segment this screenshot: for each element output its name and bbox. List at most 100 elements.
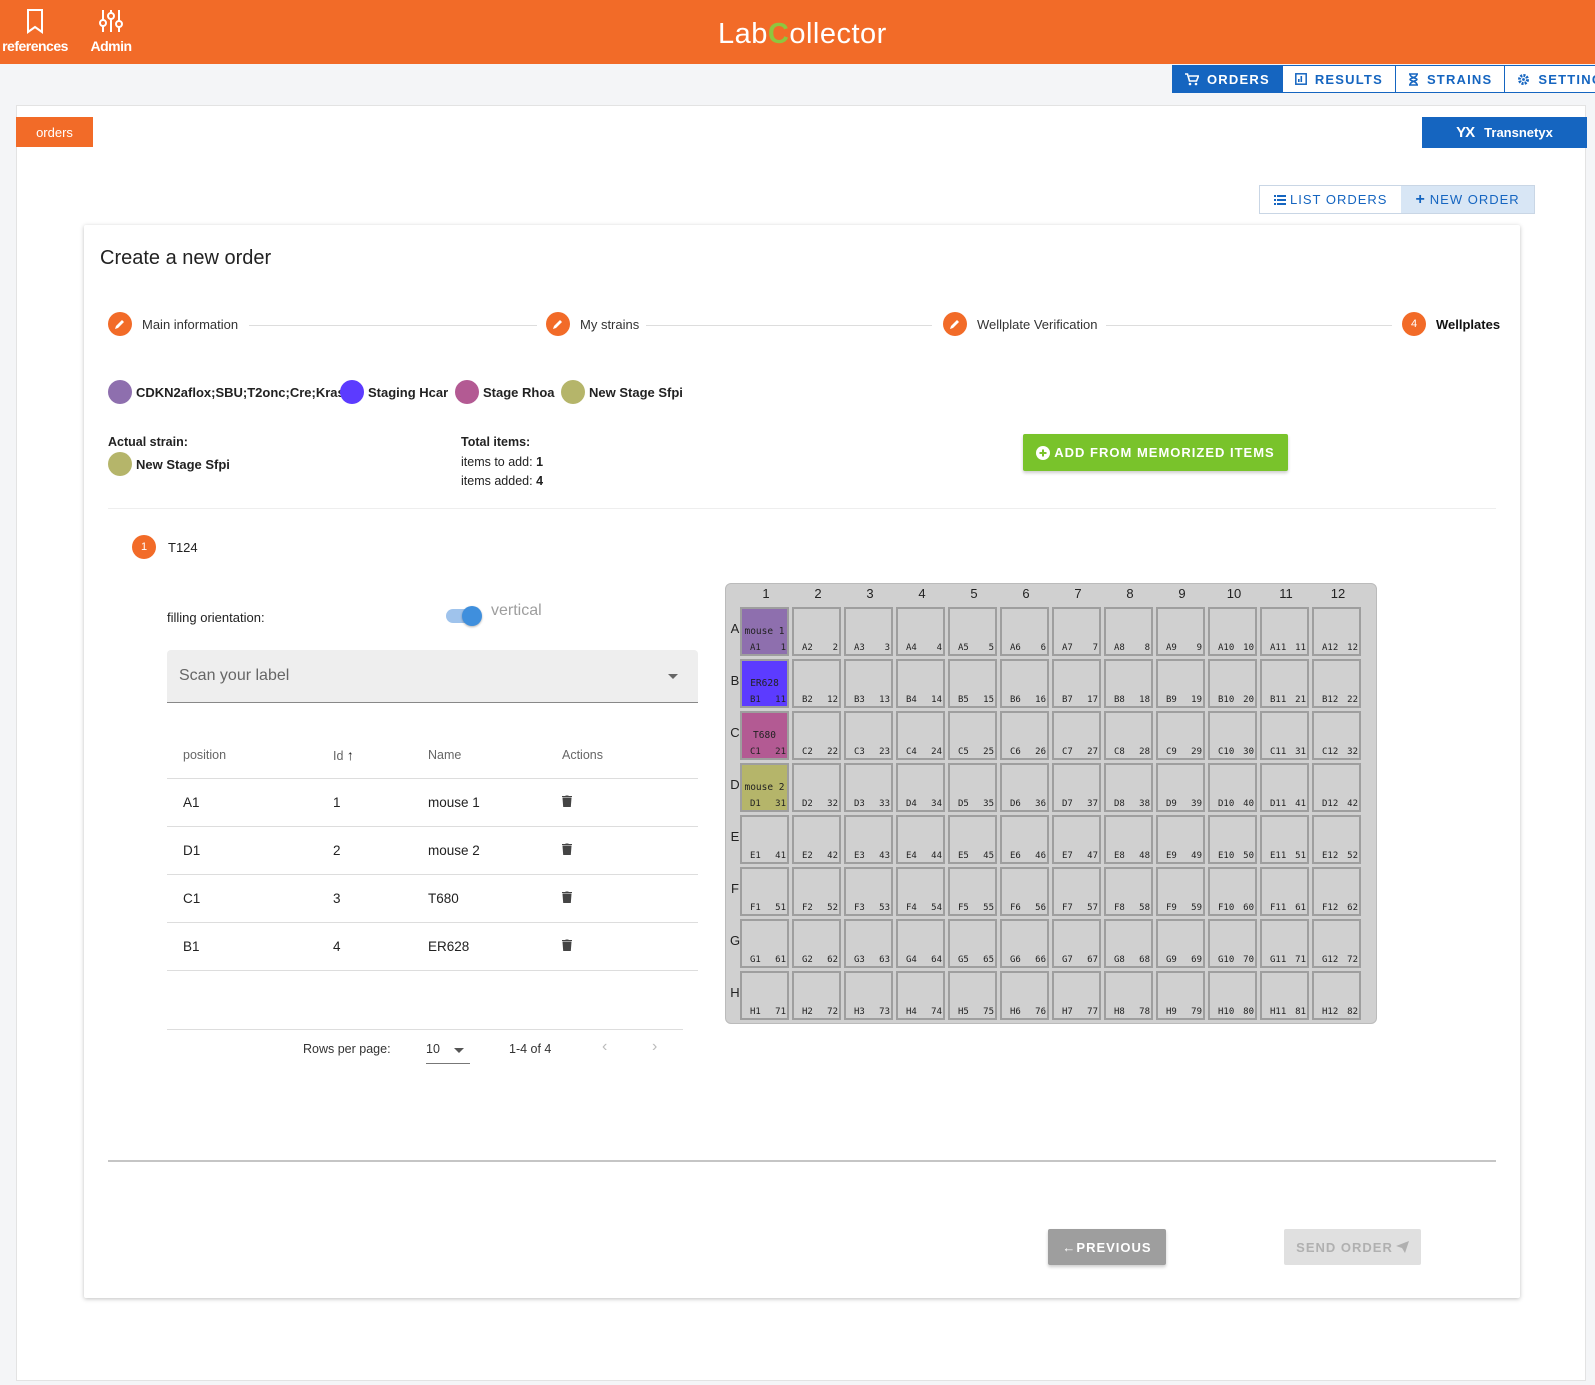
- well-E10[interactable]: E10 50: [1208, 815, 1257, 864]
- rows-per-page-select[interactable]: 10: [426, 1042, 470, 1064]
- trash-icon[interactable]: [562, 890, 572, 904]
- send-order-button[interactable]: SEND ORDER: [1284, 1229, 1421, 1265]
- well-H11[interactable]: H11 81: [1260, 971, 1309, 1020]
- well-G12[interactable]: G12 72: [1312, 919, 1361, 968]
- well-D7[interactable]: D7 37: [1052, 763, 1101, 812]
- well-H3[interactable]: H3 73: [844, 971, 893, 1020]
- well-A8[interactable]: A8 8: [1104, 607, 1153, 656]
- well-B9[interactable]: B9 19: [1156, 659, 1205, 708]
- well-H2[interactable]: H2 72: [792, 971, 841, 1020]
- well-H10[interactable]: H10 80: [1208, 971, 1257, 1020]
- nav-references[interactable]: references: [0, 8, 74, 60]
- orientation-toggle[interactable]: [446, 606, 482, 626]
- well-A4[interactable]: A4 4: [896, 607, 945, 656]
- well-C9[interactable]: C9 29: [1156, 711, 1205, 760]
- trash-icon[interactable]: [562, 842, 572, 856]
- well-A5[interactable]: A5 5: [948, 607, 997, 656]
- well-F6[interactable]: F6 56: [1000, 867, 1049, 916]
- well-G4[interactable]: G4 64: [896, 919, 945, 968]
- well-G9[interactable]: G9 69: [1156, 919, 1205, 968]
- add-from-memorized-button[interactable]: ADD FROM MEMORIZED ITEMS: [1023, 434, 1288, 471]
- well-F3[interactable]: F3 53: [844, 867, 893, 916]
- well-E11[interactable]: E11 51: [1260, 815, 1309, 864]
- trash-icon[interactable]: [562, 938, 572, 952]
- well-E1[interactable]: E1 41: [740, 815, 789, 864]
- well-A3[interactable]: A3 3: [844, 607, 893, 656]
- well-D1[interactable]: mouse 2 D1 31: [740, 763, 789, 812]
- well-C5[interactable]: C5 25: [948, 711, 997, 760]
- well-B2[interactable]: B2 12: [792, 659, 841, 708]
- step-wellplate-verification[interactable]: Wellplate Verification: [943, 312, 1097, 336]
- step-my-strains[interactable]: My strains: [546, 312, 639, 336]
- well-G8[interactable]: G8 68: [1104, 919, 1153, 968]
- well-D12[interactable]: D12 42: [1312, 763, 1361, 812]
- well-C8[interactable]: C8 28: [1104, 711, 1153, 760]
- previous-button[interactable]: ← PREVIOUS: [1048, 1229, 1166, 1265]
- well-D10[interactable]: D10 40: [1208, 763, 1257, 812]
- header-id[interactable]: Id ↑: [333, 746, 354, 763]
- well-G1[interactable]: G1 61: [740, 919, 789, 968]
- well-D6[interactable]: D6 36: [1000, 763, 1049, 812]
- trash-icon[interactable]: [562, 794, 572, 808]
- well-B3[interactable]: B3 13: [844, 659, 893, 708]
- well-C10[interactable]: C10 30: [1208, 711, 1257, 760]
- well-E6[interactable]: E6 46: [1000, 815, 1049, 864]
- well-F11[interactable]: F11 61: [1260, 867, 1309, 916]
- scan-label-select[interactable]: Scan your label: [167, 650, 698, 703]
- well-F5[interactable]: F5 55: [948, 867, 997, 916]
- well-H8[interactable]: H8 78: [1104, 971, 1153, 1020]
- well-G5[interactable]: G5 65: [948, 919, 997, 968]
- well-F7[interactable]: F7 57: [1052, 867, 1101, 916]
- well-D9[interactable]: D9 39: [1156, 763, 1205, 812]
- well-A12[interactable]: A12 12: [1312, 607, 1361, 656]
- well-F9[interactable]: F9 59: [1156, 867, 1205, 916]
- well-C6[interactable]: C6 26: [1000, 711, 1049, 760]
- well-D5[interactable]: D5 35: [948, 763, 997, 812]
- well-A1[interactable]: mouse 1 A1 1: [740, 607, 789, 656]
- well-E7[interactable]: E7 47: [1052, 815, 1101, 864]
- chevron-right-icon[interactable]: ›: [652, 1038, 658, 1055]
- well-F12[interactable]: F12 62: [1312, 867, 1361, 916]
- well-B7[interactable]: B7 17: [1052, 659, 1101, 708]
- step-wellplates[interactable]: 4 Wellplates: [1402, 312, 1500, 336]
- step-main-information[interactable]: Main information: [108, 312, 238, 336]
- well-H6[interactable]: H6 76: [1000, 971, 1049, 1020]
- well-E3[interactable]: E3 43: [844, 815, 893, 864]
- well-C1[interactable]: T680 C1 21: [740, 711, 789, 760]
- well-B8[interactable]: B8 18: [1104, 659, 1153, 708]
- well-D3[interactable]: D3 33: [844, 763, 893, 812]
- well-A2[interactable]: A2 2: [792, 607, 841, 656]
- well-E2[interactable]: E2 42: [792, 815, 841, 864]
- well-C4[interactable]: C4 24: [896, 711, 945, 760]
- well-H7[interactable]: H7 77: [1052, 971, 1101, 1020]
- well-B1[interactable]: ER628 B1 11: [740, 659, 789, 708]
- well-B12[interactable]: B12 22: [1312, 659, 1361, 708]
- new-order-button[interactable]: + NEW ORDER: [1401, 186, 1534, 213]
- well-G3[interactable]: G3 63: [844, 919, 893, 968]
- well-E12[interactable]: E12 52: [1312, 815, 1361, 864]
- well-G10[interactable]: G10 70: [1208, 919, 1257, 968]
- well-D2[interactable]: D2 32: [792, 763, 841, 812]
- tab-strains[interactable]: STRAINS: [1394, 66, 1504, 92]
- well-B4[interactable]: B4 14: [896, 659, 945, 708]
- well-E8[interactable]: E8 48: [1104, 815, 1153, 864]
- well-E9[interactable]: E9 49: [1156, 815, 1205, 864]
- well-C7[interactable]: C7 27: [1052, 711, 1101, 760]
- well-H5[interactable]: H5 75: [948, 971, 997, 1020]
- well-C3[interactable]: C3 23: [844, 711, 893, 760]
- well-B11[interactable]: B11 21: [1260, 659, 1309, 708]
- well-G7[interactable]: G7 67: [1052, 919, 1101, 968]
- well-H9[interactable]: H9 79: [1156, 971, 1205, 1020]
- well-G2[interactable]: G2 62: [792, 919, 841, 968]
- well-H12[interactable]: H12 82: [1312, 971, 1361, 1020]
- nav-admin[interactable]: Admin: [86, 8, 136, 60]
- well-F1[interactable]: F1 51: [740, 867, 789, 916]
- list-orders-button[interactable]: LIST ORDERS: [1260, 186, 1401, 213]
- well-E5[interactable]: E5 45: [948, 815, 997, 864]
- well-B10[interactable]: B10 20: [1208, 659, 1257, 708]
- tab-orders[interactable]: ORDERS: [1173, 66, 1282, 92]
- well-D4[interactable]: D4 34: [896, 763, 945, 812]
- well-B6[interactable]: B6 16: [1000, 659, 1049, 708]
- well-F10[interactable]: F10 60: [1208, 867, 1257, 916]
- well-A9[interactable]: A9 9: [1156, 607, 1205, 656]
